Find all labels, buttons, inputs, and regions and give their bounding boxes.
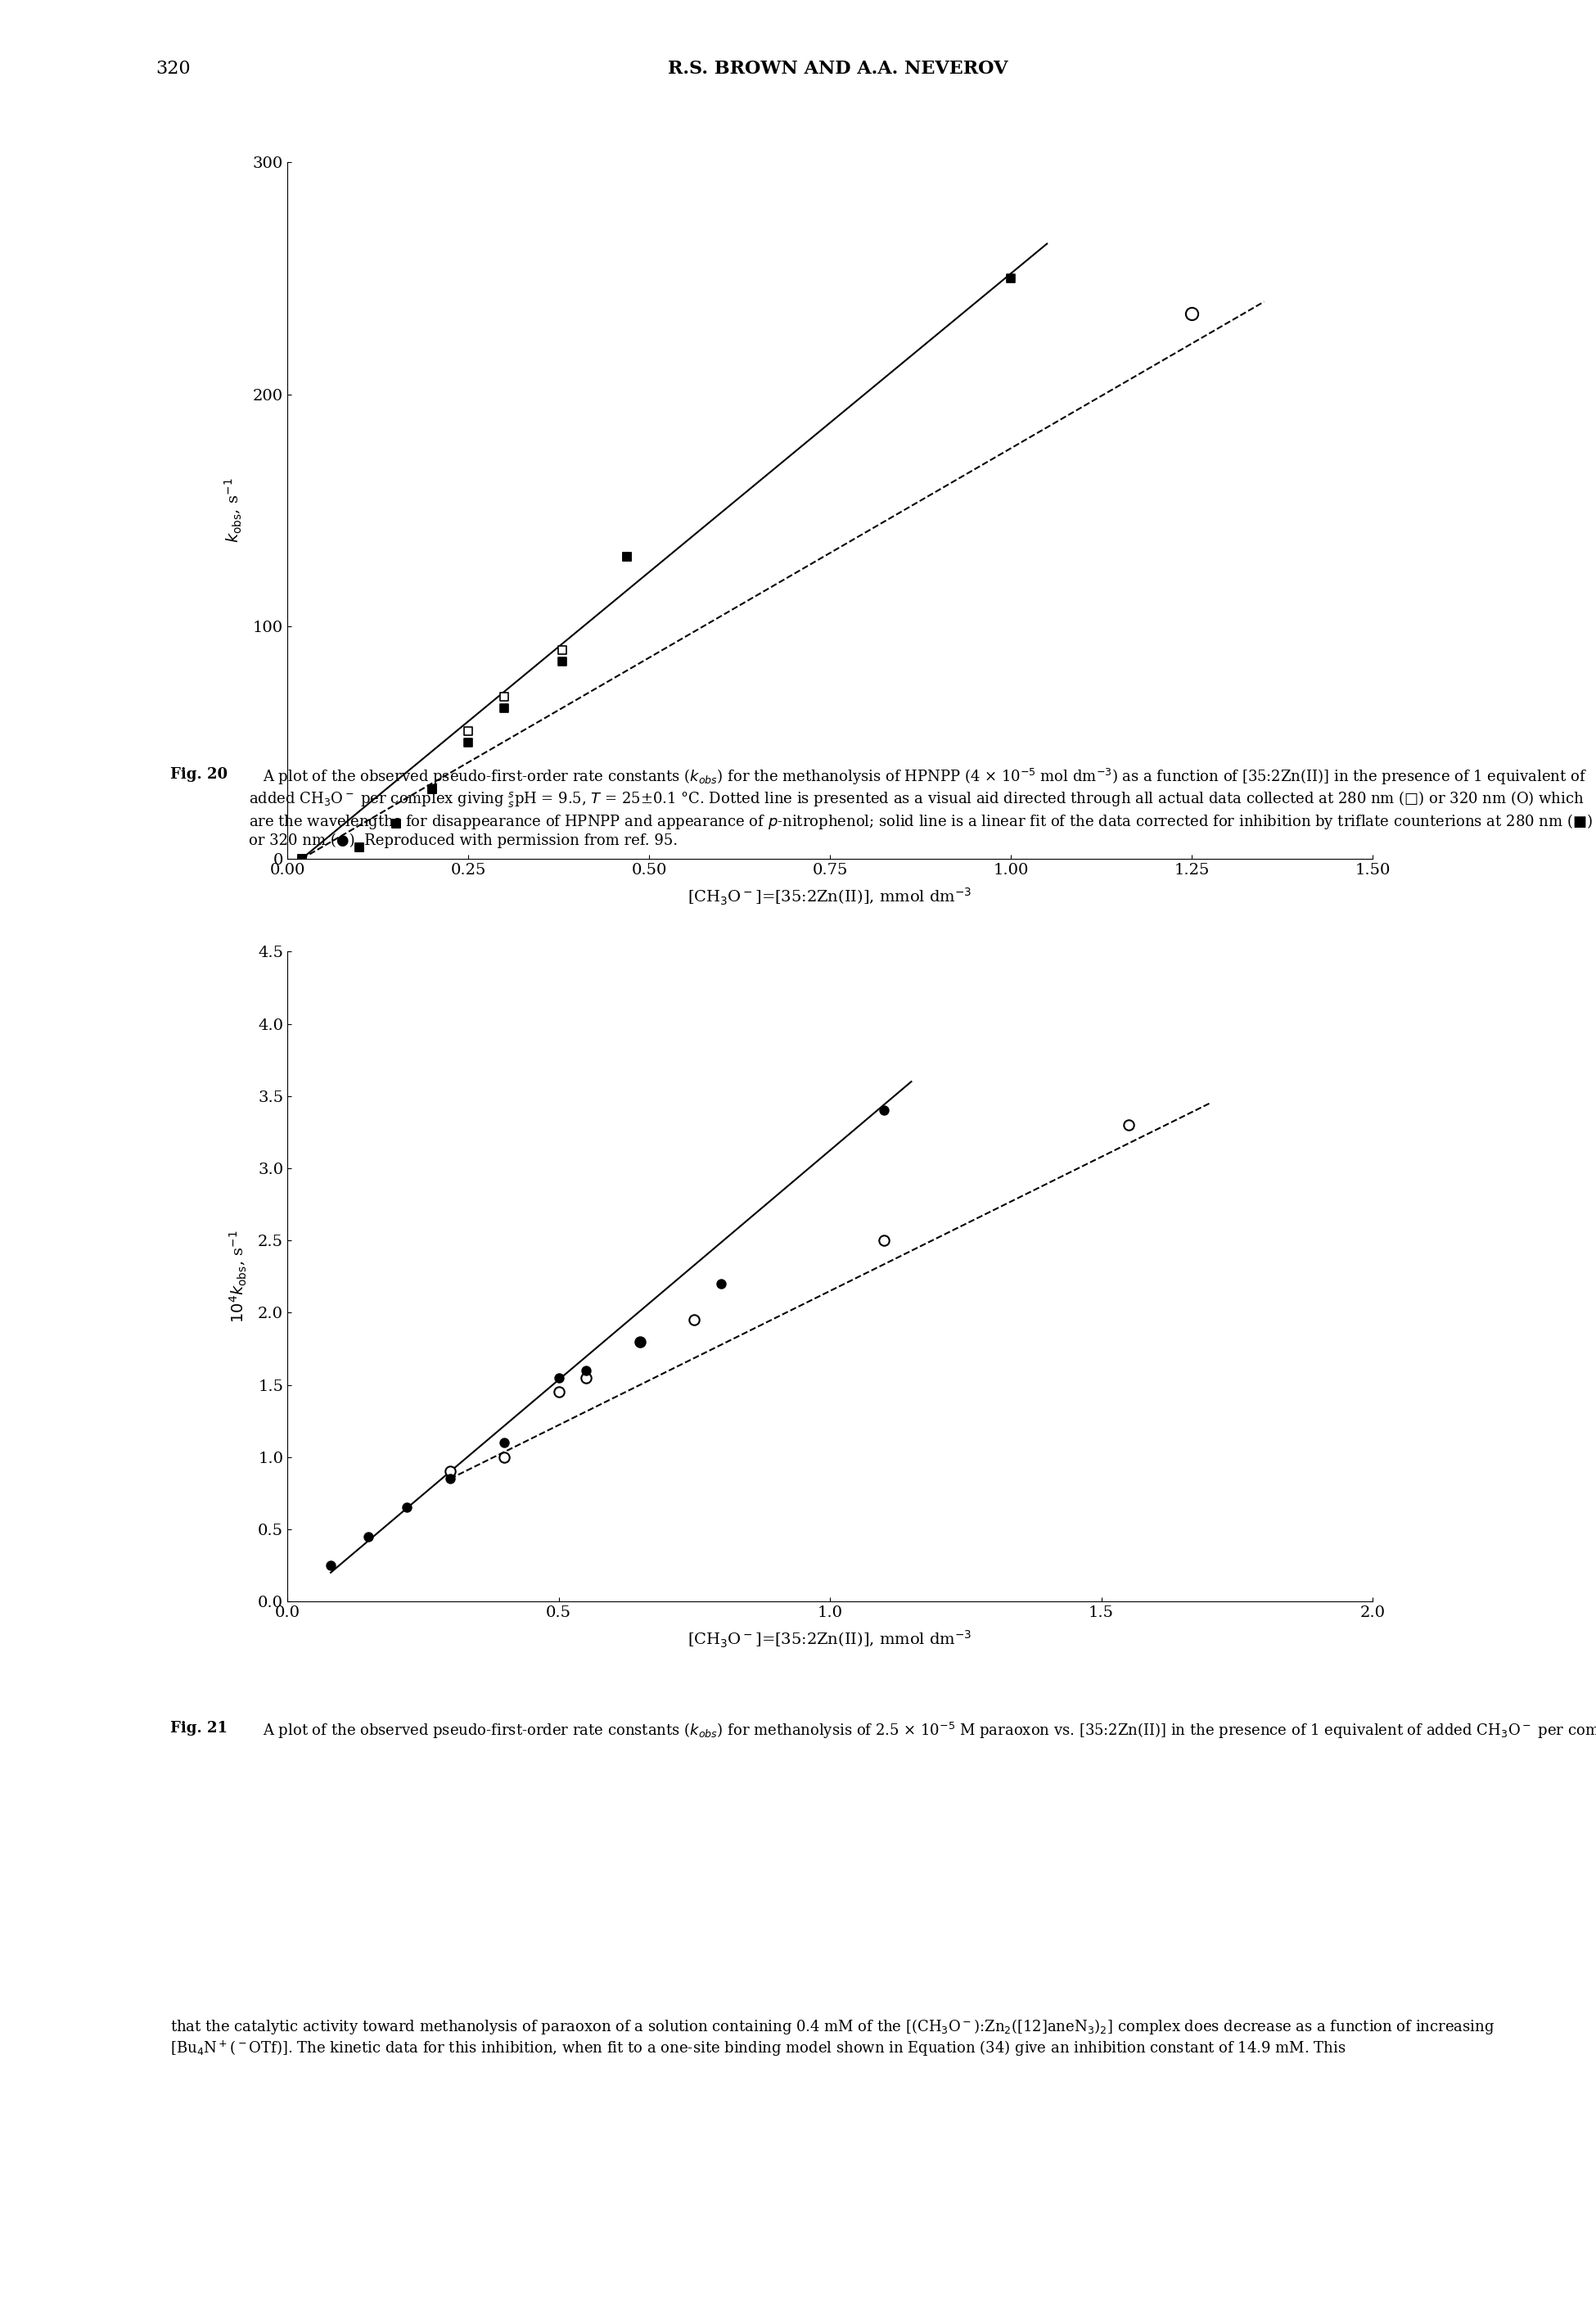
Point <box>1116 1107 1141 1144</box>
Point <box>871 1091 897 1128</box>
Point <box>1179 295 1205 332</box>
X-axis label: [CH$_3$O$^-$]=[35:2Zn(II)], mmol dm$^{-3}$: [CH$_3$O$^-$]=[35:2Zn(II)], mmol dm$^{-3… <box>688 887 972 908</box>
Point <box>318 1546 343 1583</box>
Point <box>420 771 445 808</box>
Point <box>681 1302 707 1339</box>
Point <box>437 1460 463 1497</box>
Point <box>455 713 480 750</box>
Point <box>394 1490 420 1527</box>
Point <box>573 1351 598 1388</box>
Text: that the catalytic activity toward methanolysis of paraoxon of a solution contai: that the catalytic activity toward metha… <box>171 2017 1495 2056</box>
Point <box>346 829 372 866</box>
Point <box>437 1453 463 1490</box>
Point <box>383 805 409 843</box>
Point <box>549 643 575 680</box>
Point <box>420 771 445 808</box>
Text: A plot of the observed pseudo-first-order rate constants ($k_{obs}$) for methano: A plot of the observed pseudo-first-orde… <box>249 1722 1596 1741</box>
Y-axis label: $10^4 k_{\mathrm{obs}}$, s$^{-1}$: $10^4 k_{\mathrm{obs}}$, s$^{-1}$ <box>228 1230 249 1323</box>
Text: Fig. 21: Fig. 21 <box>171 1722 228 1736</box>
Point <box>492 678 517 715</box>
Point <box>549 631 575 668</box>
Point <box>346 829 372 866</box>
Text: A plot of the observed pseudo-first-order rate constants ($k_{obs}$) for the met: A plot of the observed pseudo-first-orde… <box>249 766 1593 847</box>
Point <box>492 689 517 726</box>
Text: 320: 320 <box>156 60 192 77</box>
Point <box>614 538 640 576</box>
Point <box>871 1221 897 1258</box>
Point <box>492 1425 517 1462</box>
Point <box>627 1323 653 1360</box>
Point <box>546 1360 571 1397</box>
Y-axis label: $k_{\mathrm{obs}}$, s$^{-1}$: $k_{\mathrm{obs}}$, s$^{-1}$ <box>223 478 244 543</box>
Point <box>455 724 480 761</box>
Text: R.S. BROWN AND A.A. NEVEROV: R.S. BROWN AND A.A. NEVEROV <box>667 60 1009 77</box>
Point <box>1179 295 1205 332</box>
Point <box>289 840 314 877</box>
Point <box>998 260 1023 297</box>
Point <box>383 805 409 843</box>
Point <box>614 538 640 576</box>
Point <box>356 1518 381 1555</box>
Point <box>573 1360 598 1397</box>
X-axis label: [CH$_3$O$^-$]=[35:2Zn(II)], mmol dm$^{-3}$: [CH$_3$O$^-$]=[35:2Zn(II)], mmol dm$^{-3… <box>688 1629 972 1650</box>
Text: Fig. 20: Fig. 20 <box>171 766 228 782</box>
Point <box>627 1323 653 1360</box>
Point <box>546 1374 571 1411</box>
Point <box>492 1439 517 1476</box>
Point <box>709 1265 734 1302</box>
Point <box>289 840 314 877</box>
